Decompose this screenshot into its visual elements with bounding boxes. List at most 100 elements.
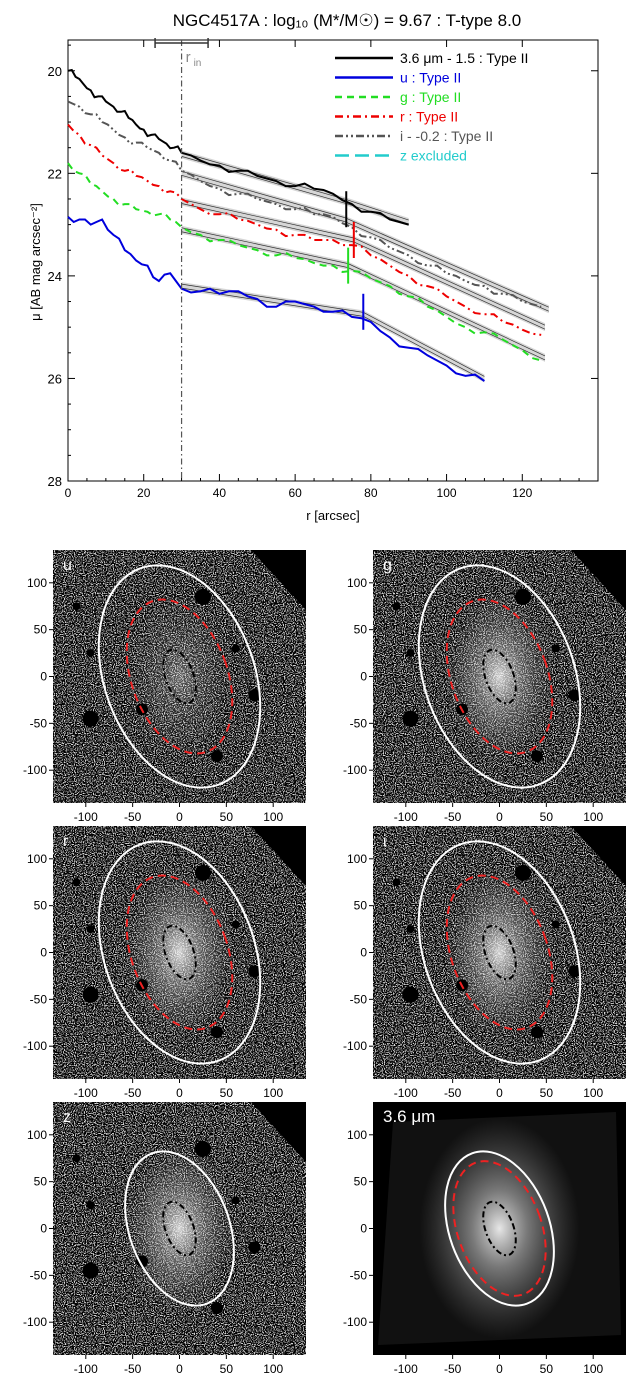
- panel-y-tick-label: 50: [354, 1175, 368, 1189]
- masked-star: [568, 689, 581, 702]
- panel-band-label: z: [63, 1109, 71, 1126]
- panel-x-tick-label: 100: [263, 810, 283, 824]
- y-tick-label: 28: [48, 474, 62, 489]
- break-ellipse: [445, 598, 554, 755]
- legend-label: g : Type II: [400, 89, 461, 105]
- series-line: [67, 123, 542, 336]
- fit-line: [363, 316, 485, 381]
- break-ellipse: [125, 874, 234, 1031]
- galaxy-glow: [419, 1118, 580, 1339]
- image-panel-z: z -100 -50 0 50 100 100 50 0 -50 -100: [23, 1102, 306, 1376]
- panel-band-label: 3.6 μm: [383, 1107, 435, 1126]
- panel-y-tick-label: 0: [40, 1222, 47, 1236]
- panel-y-tick-label: 100: [27, 1128, 47, 1142]
- fit-line: [181, 152, 347, 200]
- panel-x-tick-label: 0: [496, 1362, 503, 1376]
- panel-x-tick-label: -100: [74, 1086, 98, 1100]
- masked-star: [248, 1241, 261, 1254]
- masked-star: [406, 925, 415, 934]
- panel-y-tick-label: 100: [347, 576, 367, 590]
- y-tick-label: 26: [48, 371, 62, 386]
- masked-star: [82, 986, 99, 1003]
- legend-label: 3.6 μm - 1.5 : Type II: [400, 50, 528, 66]
- panel-y-tick-label: 100: [347, 852, 367, 866]
- panel-y-tick-label: -100: [343, 1315, 367, 1329]
- r-in-annotation: r in: [154, 38, 209, 481]
- panel-x-tick-label: -100: [74, 1362, 98, 1376]
- panel-y-tick-label: 0: [360, 1222, 367, 1236]
- x-tick-label: 100: [437, 486, 457, 500]
- fit-band: [181, 282, 364, 319]
- galaxy-glow: [444, 591, 555, 762]
- image-panel-i: i -100 -50 0 50 100 100 50 0 -50 -100: [343, 826, 626, 1100]
- panel-band-label: i: [383, 833, 387, 850]
- masked-star: [231, 1196, 240, 1205]
- masked-star: [72, 602, 81, 611]
- panel-y-tick-label: -100: [343, 1039, 367, 1053]
- fit-line: [181, 174, 345, 222]
- panel-x-tick-label: 50: [540, 1086, 554, 1100]
- panel-x-tick-label: 100: [583, 1362, 603, 1376]
- outer-ellipse: [97, 840, 262, 1065]
- x-tick-label: 40: [213, 486, 227, 500]
- fit-line: [181, 231, 349, 268]
- y-tick-label: 20: [48, 64, 62, 79]
- masked-star: [231, 644, 240, 653]
- panel-x-tick-label: 100: [263, 1362, 283, 1376]
- panel-content: [373, 826, 626, 1079]
- masked-star: [86, 925, 95, 934]
- r-in-subscript: in: [194, 58, 202, 69]
- panel-y-tick-label: 100: [27, 852, 47, 866]
- x-tick-label: 0: [65, 486, 72, 500]
- y-tick-label: 24: [48, 269, 62, 284]
- series-line: [67, 162, 542, 362]
- galaxy-glow: [124, 591, 235, 762]
- image-panel-g: g -100 -50 0 50 100 100 50 0 -50 -100: [343, 550, 626, 824]
- masked-star: [194, 588, 211, 605]
- panel-x-tick-label: -50: [124, 1086, 142, 1100]
- fit-line: [346, 199, 409, 221]
- panel-mask-corner: [251, 826, 306, 886]
- panel-x-tick-label: 100: [583, 1086, 603, 1100]
- break-ellipse: [452, 1160, 547, 1297]
- fit-line: [344, 221, 549, 312]
- panel-content: [53, 1102, 306, 1355]
- panel-content: [53, 826, 306, 1079]
- panel-band-label: g: [383, 557, 392, 574]
- panel-x-tick-label: 100: [583, 810, 603, 824]
- masked-star: [72, 1154, 81, 1163]
- r-in-label: r: [186, 49, 191, 66]
- panel-x-tick-label: -50: [124, 1362, 142, 1376]
- y-axis-label: μ [AB mag arcsec⁻²]: [28, 203, 43, 321]
- masked-star: [210, 750, 223, 763]
- panel-y-tick-label: 100: [347, 1128, 367, 1142]
- panel-content: [373, 550, 626, 803]
- panel-mask-corner: [251, 1102, 306, 1162]
- x-tick-label: 60: [288, 486, 302, 500]
- panel-band-label: r: [63, 833, 69, 850]
- masked-star: [514, 588, 531, 605]
- panel-x-tick-label: 100: [263, 1086, 283, 1100]
- fit-band: [344, 215, 549, 314]
- legend-label: z excluded: [400, 148, 467, 164]
- outer-ellipse: [444, 1150, 555, 1307]
- inner-ellipse: [482, 924, 517, 981]
- panel-x-tick-label: -100: [394, 1086, 418, 1100]
- panel-y-tick-label: 50: [34, 1175, 48, 1189]
- break-ellipse: [445, 874, 554, 1031]
- fit-line: [344, 217, 549, 308]
- panel-x-tick-label: 0: [496, 810, 503, 824]
- outer-ellipse: [124, 1150, 235, 1307]
- panel-x-tick-label: 50: [220, 1362, 234, 1376]
- galaxy-glow: [444, 867, 555, 1038]
- panel-y-tick-label: -50: [30, 1268, 48, 1282]
- outer-ellipse: [417, 564, 582, 789]
- inner-ellipse: [482, 648, 517, 705]
- panel-y-tick-label: 50: [34, 899, 48, 913]
- masked-star: [231, 920, 240, 929]
- masked-star: [210, 1026, 223, 1039]
- panel-content: [53, 550, 306, 803]
- panel-x-tick-label: -100: [394, 810, 418, 824]
- masked-star: [392, 602, 401, 611]
- masked-star: [551, 644, 560, 653]
